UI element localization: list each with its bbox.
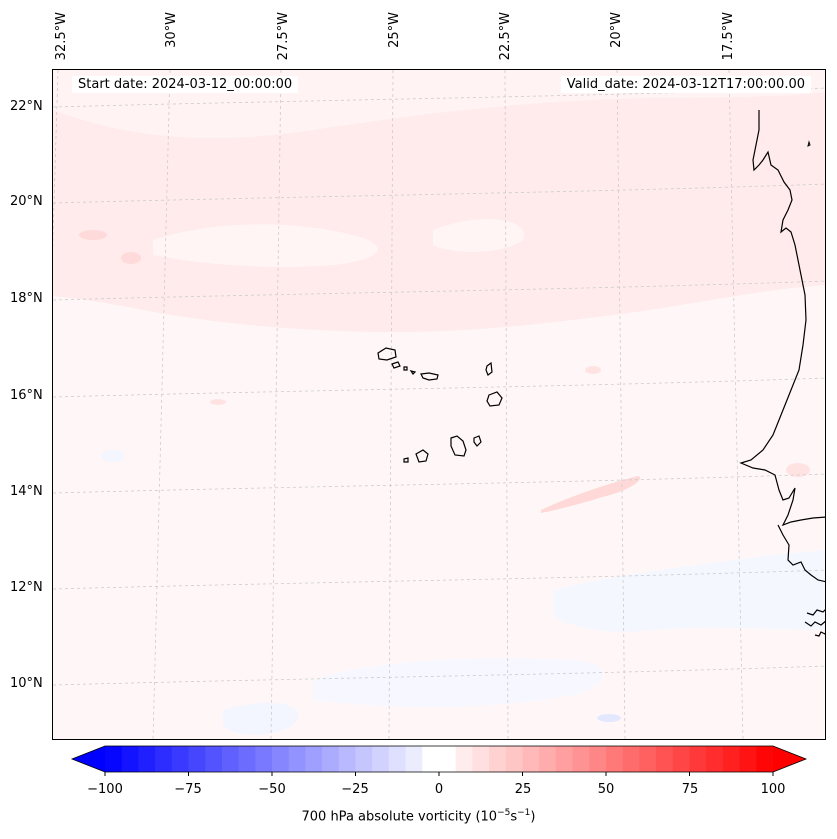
colorbar-segment — [739, 746, 757, 772]
colorbar-segment — [555, 746, 574, 772]
colorbar-tick-label: −100 — [87, 782, 123, 797]
colorbar-segment — [105, 746, 123, 772]
vorticity-pink-blob — [786, 463, 810, 477]
colorbar-segment — [505, 746, 523, 772]
colorbar-segment — [606, 746, 624, 772]
colorbar-segment — [639, 746, 657, 772]
vorticity-map — [53, 70, 825, 739]
vorticity-light-streak — [433, 219, 525, 252]
africa-coastline — [739, 110, 825, 637]
colorbar-segment — [656, 746, 674, 772]
colorbar-title-sup1: −5 — [497, 808, 511, 818]
vorticity-pink-streak — [541, 476, 641, 513]
valid-date-label: Valid_date: 2024-03-12T17:00:00.00 — [560, 76, 811, 93]
longitude-label-30w: 30°W — [164, 12, 179, 48]
colorbar-max-extension — [773, 746, 806, 772]
vorticity-negative-region — [223, 702, 299, 735]
colorbar-segment — [689, 746, 707, 772]
colorbar-segment — [322, 746, 340, 772]
colorbar-tick-label: 100 — [760, 782, 786, 797]
colorbar-segment — [238, 746, 256, 772]
vorticity-negative-region — [313, 658, 603, 707]
colorbar-segment — [155, 746, 173, 772]
colorbar-segment — [522, 746, 540, 772]
cape-verde-islands — [377, 347, 503, 463]
vorticity-negative-region — [553, 550, 825, 632]
colorbar-tick-label: −50 — [258, 782, 286, 797]
vorticity-pink-blob — [585, 366, 601, 374]
colorbar-title: 700 hPa absolute vorticity (10−5s−1) — [0, 808, 837, 824]
colorbar-tick-label: −75 — [174, 782, 202, 797]
colorbar-segment — [539, 746, 557, 772]
latitude-label-20n: 20°N — [10, 194, 43, 209]
longitude-label-32.5w: 32.5°W — [54, 12, 69, 61]
vorticity-negative-blob — [597, 714, 621, 722]
latitude-label-18n: 18°N — [10, 291, 43, 306]
colorbar-segment — [672, 746, 690, 772]
latitude-label-10n: 10°N — [10, 676, 43, 691]
colorbar-segment — [255, 746, 273, 772]
colorbar-segment — [272, 746, 290, 772]
colorbar-segment — [589, 746, 607, 772]
colorbar-segment — [472, 746, 490, 772]
latitude-label-12n: 12°N — [10, 580, 43, 595]
colorbar-segment — [455, 746, 473, 772]
colorbar-tick-label: 0 — [434, 782, 444, 797]
colorbar-segment — [205, 746, 223, 772]
colorbar-segment — [622, 746, 640, 772]
coastline-islet — [807, 140, 811, 147]
longitude-label-25w: 25°W — [387, 12, 402, 48]
colorbar-title-text: 700 hPa absolute vorticity (10 — [301, 809, 498, 825]
colorbar-segment — [188, 746, 206, 772]
colorbar-title-unit: s — [510, 809, 518, 825]
colorbar-segment — [756, 746, 774, 772]
colorbar-segment — [422, 746, 440, 772]
colorbar-segment — [121, 746, 139, 772]
colorbar-segment — [706, 746, 724, 772]
colorbar-tick-label: 75 — [681, 782, 699, 797]
vorticity-pink-blob — [79, 230, 107, 240]
longitude-label-27.5w: 27.5°W — [276, 12, 291, 61]
colorbar-tick-label: −25 — [341, 782, 369, 797]
colorbar-title-sup2: −1 — [517, 808, 531, 818]
vorticity-pink-blob — [210, 399, 226, 405]
start-date-label: Start date: 2024-03-12_00:00:00 — [72, 76, 299, 93]
latitude-label-16n: 16°N — [10, 388, 43, 403]
colorbar-segment — [388, 746, 407, 772]
latitude-label-14n: 14°N — [10, 484, 43, 499]
colorbar-segment — [489, 746, 507, 772]
colorbar-tick-label: 25 — [514, 782, 532, 797]
colorbar-min-extension — [72, 746, 105, 772]
colorbar — [70, 745, 808, 776]
colorbar-segment — [305, 746, 323, 772]
colorbar-segment — [288, 746, 306, 772]
gridlines — [53, 70, 825, 739]
colorbar-segment — [572, 746, 590, 772]
longitude-label-17.5w: 17.5°W — [721, 12, 736, 61]
vorticity-pink-blob — [121, 252, 141, 264]
colorbar-segment — [138, 746, 156, 772]
longitude-label-22.5w: 22.5°W — [498, 12, 513, 61]
colorbar-segment — [439, 746, 457, 772]
colorbar-tick-label: 50 — [597, 782, 615, 797]
colorbar-segment — [338, 746, 356, 772]
vorticity-negative-blob — [101, 450, 125, 462]
colorbar-segment — [722, 746, 741, 772]
colorbar-segment — [372, 746, 390, 772]
colorbar-segment — [405, 746, 423, 772]
longitude-label-20w: 20°W — [609, 12, 624, 48]
colorbar-segment — [221, 746, 240, 772]
map-panel[interactable] — [52, 69, 826, 740]
colorbar-title-end: ) — [530, 809, 536, 825]
colorbar-segment — [355, 746, 373, 772]
latitude-label-22n: 22°N — [10, 99, 43, 114]
vorticity-light-streak — [153, 224, 378, 267]
colorbar-segment — [171, 746, 189, 772]
